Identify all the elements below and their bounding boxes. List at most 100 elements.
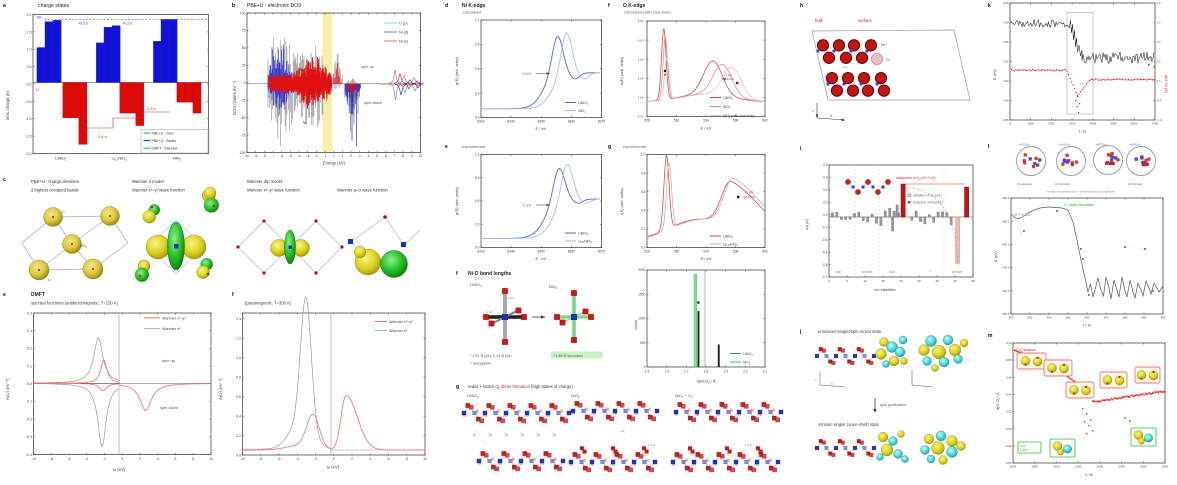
svg-text:8350: 8350 [538, 250, 546, 254]
svg-text:2 highest occupied bands: 2 highest occupied bands [31, 188, 79, 193]
svg-text:520: 520 [1009, 316, 1014, 320]
svg-text:Wannier x²−y² wave function: Wannier x²−y² wave function [132, 188, 185, 193]
svg-text:t=595 fs: t=595 fs [1129, 143, 1140, 147]
svg-text:t=570 fs: t=570 fs [1096, 143, 1107, 147]
svg-text:2.14: 2.14 [508, 296, 514, 300]
svg-text:O2 forming: O2 forming [1055, 182, 1070, 186]
svg-text:-330.0: -330.0 [1001, 196, 1010, 200]
svg-text:-334: -334 [1003, 99, 1009, 103]
svg-text:2050: 2050 [1031, 465, 1038, 469]
svg-text:O released: O released [1017, 182, 1032, 186]
svg-text:m: m [988, 333, 993, 339]
svg-text:NiO2: NiO2 [173, 156, 182, 162]
svg-text:0.5: 0.5 [27, 65, 32, 69]
svg-text:a: a [831, 382, 833, 386]
svg-text:Wannier x²−y²: Wannier x²−y² [389, 320, 413, 324]
svg-text:-0.8: -0.8 [822, 263, 828, 267]
svg-text:0.6: 0.6 [641, 190, 646, 194]
svg-text:2.0: 2.0 [743, 370, 748, 374]
svg-text:NiO2: NiO2 [723, 105, 731, 110]
svg-text:t / fs: t / fs [1079, 129, 1087, 134]
svg-text:Ni (d): Ni (d) [399, 30, 409, 34]
svg-text:a: a [830, 114, 832, 118]
svg-text:LiNiO2: LiNiO2 [723, 96, 733, 101]
svg-text:1.2 Å: 1.2 Å [745, 442, 752, 447]
svg-text:1.2: 1.2 [475, 153, 480, 157]
svg-text:-8: -8 [50, 457, 53, 461]
svg-text:7: 7 [394, 154, 396, 158]
svg-text:3: 3 [359, 154, 361, 158]
svg-text:oxidation of O (surf.): oxidation of O (surf.) [913, 194, 942, 198]
svg-text:1.0: 1.0 [1157, 40, 1161, 44]
svg-text:Li0.5NiO2: Li0.5NiO2 [578, 239, 592, 244]
svg-text:36: 36 [935, 279, 939, 283]
svg-text:-8: -8 [263, 154, 266, 158]
svg-text:E / eV: E / eV [701, 256, 712, 261]
svg-text:-10: -10 [245, 154, 250, 158]
svg-text:5·10⁻²: 5·10⁻² [638, 19, 646, 23]
svg-text:590: 590 [1142, 316, 1147, 320]
svg-text:1500: 1500 [638, 292, 646, 296]
svg-text:f: f [232, 292, 234, 298]
svg-text:8370: 8370 [598, 120, 606, 124]
svg-text:0.6: 0.6 [823, 176, 828, 180]
svg-text:Li: Li [48, 278, 51, 282]
svg-text:-330.2: -330.2 [1001, 243, 1010, 247]
svg-text:-0.5: -0.5 [1157, 99, 1162, 103]
svg-text:l: l [988, 144, 990, 150]
svg-text:surface: surface [862, 270, 873, 274]
svg-text:-330.4: -330.4 [1001, 289, 1010, 293]
svg-text:LiNiO2: LiNiO2 [723, 234, 733, 239]
svg-text:Ni: Ni [37, 15, 41, 20]
svg-text:2.1: 2.1 [763, 370, 768, 374]
svg-text:Ni K-edge: Ni K-edge [462, 3, 486, 9]
svg-text:0.2: 0.2 [236, 434, 241, 438]
svg-text:NiO2: NiO2 [549, 284, 558, 290]
svg-text:f: f [456, 271, 458, 277]
svg-text:2150: 2150 [1075, 465, 1082, 469]
svg-text:-335: -335 [1003, 118, 1009, 122]
svg-text:NiO2: NiO2 [578, 109, 586, 114]
svg-text:intrinsic singlet (open-shell): intrinsic singlet (open-shell) state [818, 422, 880, 427]
svg-text:t=545 fs: t=545 fs [1059, 143, 1070, 147]
svg-text:e: e [445, 144, 448, 150]
svg-text:spin up: spin up [361, 64, 375, 69]
svg-text:bulk: bulk [815, 18, 824, 23]
svg-text:-6: -6 [67, 457, 70, 461]
svg-text:Wannier z²: Wannier z² [162, 327, 181, 331]
svg-text:E / eV: E / eV [536, 256, 547, 261]
svg-text:-2: -2 [314, 457, 317, 461]
svg-text:-1 eV: -1 eV [745, 191, 754, 195]
svg-text:LiNiO2: LiNiO2 [467, 393, 479, 399]
svg-text:-3: -3 [306, 154, 309, 158]
svg-text:ionic charge (e): ionic charge (e) [5, 91, 10, 120]
svg-text:0: 0 [644, 365, 646, 369]
svg-text:2000: 2000 [1048, 122, 1055, 126]
svg-text:h: h [800, 3, 803, 9]
svg-text:NiO2 (with core-hole): NiO2 (with core-hole) [723, 114, 755, 119]
svg-text:0: 0 [1009, 122, 1011, 126]
svg-text:6: 6 [385, 154, 387, 158]
svg-text:Wannier z²: Wannier z² [389, 329, 408, 333]
svg-text:5000: 5000 [1110, 122, 1117, 126]
svg-text:2: 2 [350, 154, 352, 158]
svg-text:NiO2 + O2: NiO2 + O2 [675, 393, 693, 399]
svg-text:0·10⁻²: 0·10⁻² [638, 115, 646, 119]
svg-text:10: 10 [423, 457, 427, 461]
svg-text:σ(E) (arb. units): σ(E) (arb. units) [619, 56, 624, 85]
svg-text:Wannier p−σ wave function: Wannier p−σ wave function [337, 188, 388, 193]
svg-text:O: O [62, 210, 65, 214]
svg-text:eg: eg [306, 59, 310, 64]
svg-text:O²⁻: O²⁻ [886, 58, 892, 62]
svg-text:g: g [608, 144, 611, 150]
svg-text:-0.6: -0.6 [822, 250, 828, 254]
svg-text:E / eV: E / eV [701, 126, 712, 131]
svg-text:spectral functions (antiferrom: spectral functions (antiferromagnetic, T… [31, 301, 119, 306]
svg-text:-1.0: -1.0 [822, 275, 828, 279]
svg-text:LiNiO2: LiNiO2 [470, 282, 482, 288]
svg-text:1.5: 1.5 [645, 370, 650, 374]
svg-text:t₁: t₁ [1020, 231, 1022, 235]
svg-text:O (p): O (p) [399, 21, 408, 25]
svg-text:NiO2: NiO2 [743, 361, 751, 366]
svg-text:2300: 2300 [1140, 465, 1147, 469]
